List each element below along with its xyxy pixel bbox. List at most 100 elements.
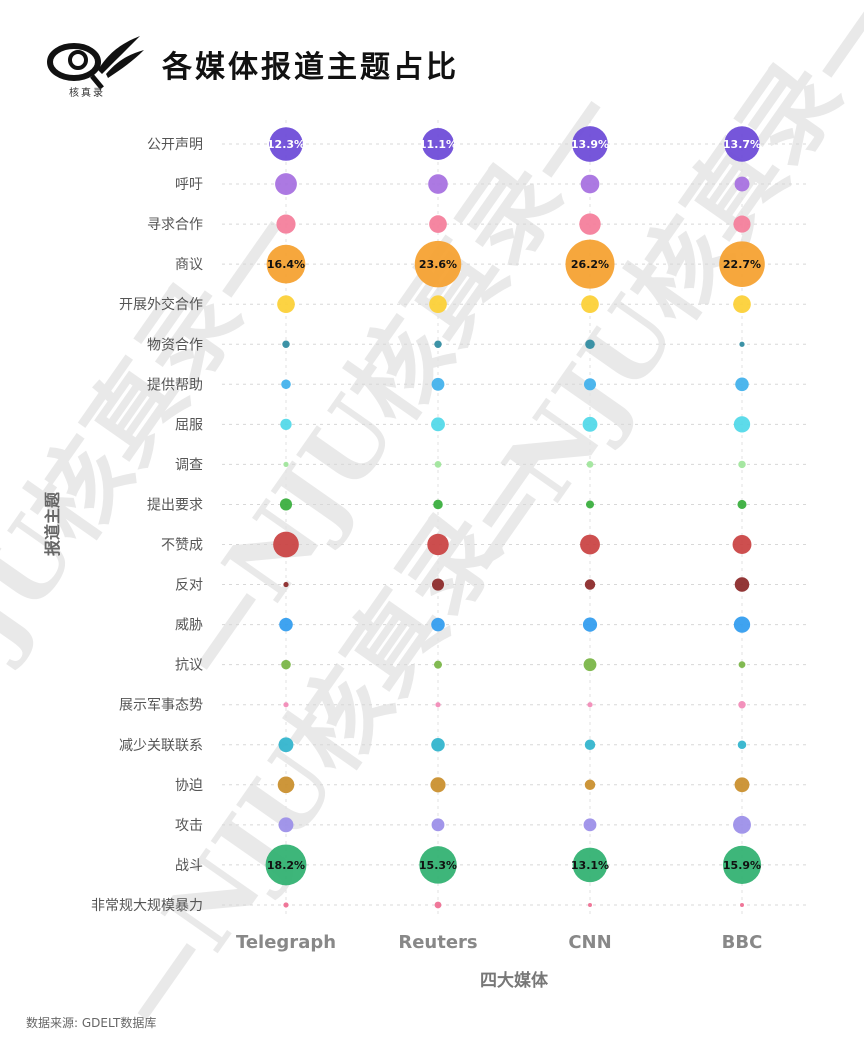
bubble [582, 617, 598, 632]
bubble [734, 777, 750, 793]
bubble [584, 779, 596, 791]
bubble [279, 498, 293, 511]
x-axis-title: 四大媒体 [480, 970, 549, 991]
y-tick-label: 抗议 [175, 658, 203, 674]
bubble [580, 174, 600, 194]
bubble [733, 416, 751, 433]
bubble [434, 461, 442, 468]
y-tick-label: 公开声明 [147, 137, 203, 153]
bubble [431, 617, 445, 632]
bubble [732, 535, 752, 554]
bubble [737, 499, 747, 509]
data-label: 12.3% [267, 138, 305, 151]
bubble [422, 128, 454, 160]
y-tick-label: 攻击 [175, 818, 203, 834]
x-tick-label: Telegraph [236, 932, 336, 953]
bubble [277, 776, 295, 794]
y-tick-label: 非常规大规模暴力 [91, 898, 203, 914]
bubble [733, 616, 751, 633]
bubble [581, 295, 599, 314]
y-tick-label: 提供帮助 [147, 377, 203, 393]
data-label: 11.1% [419, 138, 457, 151]
bubble [585, 339, 595, 350]
data-label: 15.9% [723, 859, 761, 872]
bubble [584, 579, 596, 590]
logo-text: 核真录 [69, 88, 105, 99]
bubble [734, 577, 750, 592]
data-label: 13.7% [723, 138, 761, 151]
x-tick-label: CNN [568, 932, 611, 953]
y-tick-label: 减少关联联系 [119, 738, 203, 754]
y-tick-label: 寻求合作 [147, 217, 203, 233]
y-tick-label: 战斗 [175, 858, 203, 874]
y-tick-label: 屈服 [175, 417, 203, 433]
bubble [265, 844, 307, 886]
bubble [435, 702, 441, 708]
bubble [733, 295, 751, 314]
bubble [431, 377, 445, 391]
bubble [738, 460, 746, 469]
bubble [419, 846, 457, 884]
bubble [277, 295, 295, 314]
y-tick-label: 开展外交合作 [119, 296, 203, 313]
bubble [414, 240, 462, 288]
bubble [722, 845, 762, 884]
bubble [572, 847, 608, 883]
bubble [281, 659, 291, 670]
bubble [283, 581, 289, 588]
y-tick-label: 反对 [175, 578, 203, 594]
bubble [280, 418, 292, 431]
bubble [586, 500, 594, 509]
bubble [740, 902, 744, 907]
bubble [431, 737, 445, 752]
data-label: 15.3% [419, 859, 457, 872]
data-label: 26.2% [571, 258, 609, 271]
source-note: 数据来源: GDELT数据库 [26, 1016, 157, 1030]
bubble [737, 740, 747, 750]
x-tick-label: BBC [722, 932, 763, 953]
bubble [431, 818, 445, 832]
logo [47, 36, 144, 90]
bubble [719, 241, 765, 287]
bubble [282, 340, 290, 348]
bubble [273, 531, 299, 558]
label-layer: 公开声明呼吁寻求合作商议开展外交合作物资合作提供帮助屈服调查提出要求不赞成反对威… [91, 137, 762, 953]
bubble [279, 617, 293, 632]
y-tick-label: 调查 [175, 457, 203, 473]
y-tick-label: 不赞成 [161, 538, 203, 554]
page-title: 各媒体报道主题占比 [162, 50, 459, 85]
bubble [283, 702, 289, 708]
bubble [427, 533, 449, 556]
y-tick-label: 呼吁 [175, 177, 203, 193]
bubble [276, 214, 296, 234]
bubble [434, 340, 442, 348]
bubble [283, 902, 289, 908]
bubble [583, 818, 597, 832]
bubble [278, 817, 294, 833]
y-tick-label: 威胁 [175, 618, 203, 634]
bubble-layer [265, 126, 765, 909]
bubble [565, 239, 615, 289]
data-label: 22.7% [723, 258, 761, 271]
data-label: 13.1% [571, 859, 609, 872]
data-label: 18.2% [267, 859, 305, 872]
bubble [584, 739, 596, 750]
bubble [734, 176, 750, 192]
bubble [430, 777, 446, 793]
bubble [269, 127, 303, 161]
y-axis-title: 报道主题 [43, 491, 62, 556]
bubble [278, 737, 294, 753]
bubble [738, 661, 746, 669]
bubble [275, 173, 297, 195]
bubble [587, 702, 593, 708]
bubble [283, 461, 289, 468]
bubble [583, 658, 597, 672]
bubble [738, 700, 746, 709]
data-label: 16.4% [267, 258, 305, 271]
bubble [733, 215, 751, 233]
bubble [582, 416, 598, 432]
bubble [580, 534, 600, 555]
bubble [579, 213, 601, 235]
data-label: 23.6% [419, 258, 457, 271]
